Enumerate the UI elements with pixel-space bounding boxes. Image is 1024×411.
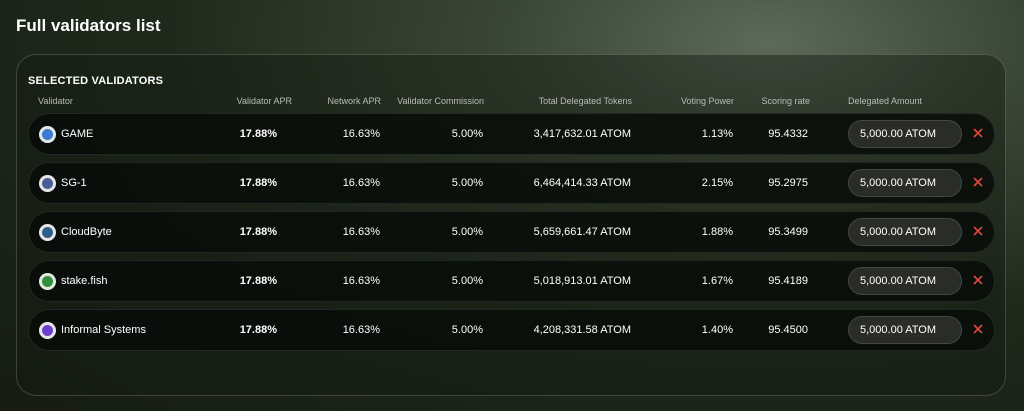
- remove-button[interactable]: [971, 175, 985, 191]
- validator-name: CloudByte: [61, 226, 112, 238]
- validator-row[interactable]: GAME 17.88% 16.63% 5.00% 3,417,632.01 ATOM 1.…: [28, 113, 995, 155]
- commission: 5.00%: [451, 324, 483, 336]
- column-header: Network APR: [327, 96, 381, 106]
- scoring-rate: 95.4189: [768, 275, 808, 287]
- commission: 5.00%: [451, 128, 483, 140]
- voting-power: 1.67%: [701, 275, 733, 287]
- commission: 5.00%: [451, 226, 483, 238]
- validator-icon: [39, 273, 56, 290]
- validator-name: GAME: [61, 128, 94, 140]
- validator-icon: [39, 126, 56, 143]
- remove-icon: [973, 275, 983, 285]
- validator-name: stake.fish: [61, 275, 108, 287]
- network-apr: 16.63%: [342, 275, 380, 287]
- total-delegated: 4,208,331.58 ATOM: [533, 324, 631, 336]
- scoring-rate: 95.3499: [768, 226, 808, 238]
- voting-power: 1.13%: [701, 128, 733, 140]
- validator-name: Informal Systems: [61, 324, 146, 336]
- delegated-amount-input[interactable]: 5,000.00 ATOM: [848, 169, 962, 197]
- column-header: Delegated Amount: [848, 96, 923, 106]
- total-delegated: 5,018,913.01 ATOM: [533, 275, 631, 287]
- page-title: Full validators list: [16, 16, 161, 35]
- network-apr: 16.63%: [342, 324, 380, 336]
- scoring-rate: 95.4500: [768, 324, 808, 336]
- scoring-rate: 95.2975: [768, 177, 808, 189]
- total-delegated: 5,659,661.47 ATOM: [533, 226, 631, 238]
- validator-apr: 17.88%: [239, 324, 277, 336]
- validator-apr: 17.88%: [239, 226, 277, 238]
- column-header: Total Delegated Tokens: [538, 96, 632, 106]
- validator-name: SG-1: [61, 177, 87, 189]
- validator-apr: 17.88%: [239, 128, 277, 140]
- delegated-amount-input[interactable]: 5,000.00 ATOM: [848, 218, 962, 246]
- scoring-rate: 95.4332: [768, 128, 808, 140]
- delegated-amount-input[interactable]: 5,000.00 ATOM: [848, 316, 962, 344]
- voting-power: 1.40%: [701, 324, 733, 336]
- column-header: Validator APR: [236, 96, 292, 106]
- remove-icon: [973, 128, 983, 138]
- remove-icon: [973, 324, 983, 334]
- commission: 5.00%: [451, 275, 483, 287]
- column-header: Voting Power: [680, 96, 734, 106]
- remove-button[interactable]: [971, 224, 985, 240]
- remove-icon: [973, 226, 983, 236]
- validator-row[interactable]: stake.fish 17.88% 16.63% 5.00% 5,018,913.01 …: [28, 260, 995, 302]
- total-delegated: 6,464,414.33 ATOM: [533, 177, 631, 189]
- network-apr: 16.63%: [342, 226, 380, 238]
- network-apr: 16.63%: [342, 128, 380, 140]
- validator-apr: 17.88%: [239, 177, 277, 189]
- commission: 5.00%: [451, 177, 483, 189]
- column-header: Validator Commission: [397, 96, 484, 106]
- remove-button[interactable]: [971, 273, 985, 289]
- validator-icon: [39, 175, 56, 192]
- column-header: Scoring rate: [761, 96, 810, 106]
- total-delegated: 3,417,632.01 ATOM: [533, 128, 631, 140]
- validator-row[interactable]: SG-1 17.88% 16.63% 5.00% 6,464,414.33 ATOM 2.…: [28, 162, 995, 204]
- voting-power: 1.88%: [701, 226, 733, 238]
- network-apr: 16.63%: [342, 177, 380, 189]
- delegated-amount-input[interactable]: 5,000.00 ATOM: [848, 120, 962, 148]
- remove-icon: [973, 177, 983, 187]
- remove-button[interactable]: [971, 322, 985, 338]
- validator-row[interactable]: CloudByte 17.88% 16.63% 5.00% 5,659,661.47 A…: [28, 211, 995, 253]
- validator-icon: [39, 224, 56, 241]
- validator-row[interactable]: Informal Systems 17.88% 16.63% 5.00% 4,208,3…: [28, 309, 995, 351]
- delegated-amount-input[interactable]: 5,000.00 ATOM: [848, 267, 962, 295]
- validator-icon: [39, 322, 56, 339]
- voting-power: 2.15%: [701, 177, 733, 189]
- section-title: SELECTED VALIDATORS: [28, 75, 164, 87]
- validator-apr: 17.88%: [239, 275, 277, 287]
- column-header: Validator: [38, 96, 73, 106]
- remove-button[interactable]: [971, 126, 985, 142]
